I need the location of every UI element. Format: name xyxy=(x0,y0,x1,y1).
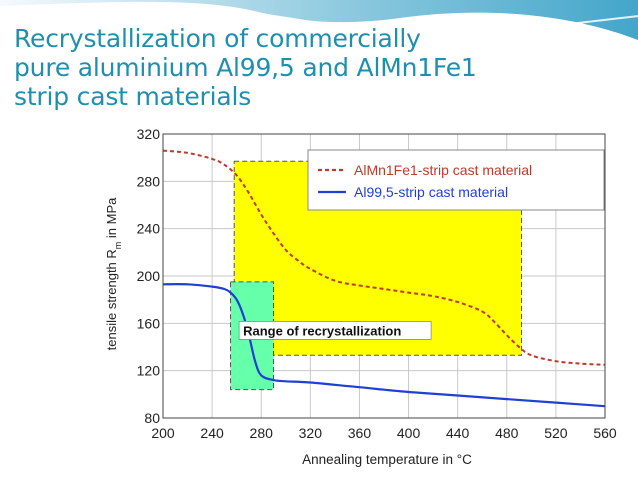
slide-title-line-3: strip cast materials xyxy=(14,82,252,111)
x-tick-label-6: 440 xyxy=(446,425,470,441)
y-tick-label-0: 80 xyxy=(144,410,160,426)
chart-series xyxy=(162,149,606,408)
y-tick-label-1: 120 xyxy=(137,363,161,379)
x-tick-label-9: 560 xyxy=(593,425,617,441)
x-tick-label-0: 200 xyxy=(151,425,175,441)
plot-frame xyxy=(162,133,606,419)
x-tick-label-4: 360 xyxy=(348,425,372,441)
y-tick-label-3: 200 xyxy=(137,268,161,284)
y-tick-label-5: 280 xyxy=(137,173,161,189)
chart-axes: 200 240 280 320 360 400 440 480 520 560 80 120 160 20… xyxy=(137,126,617,441)
slide-title-line-1: Recrystallization of commercially xyxy=(14,24,421,53)
annotation-box-2 xyxy=(238,321,432,340)
y-tick-label-4: 240 xyxy=(137,221,161,237)
x-axis-label: Annealing temperature in °C xyxy=(302,452,472,467)
x-tick-label-2: 280 xyxy=(250,425,274,441)
legend-label-1: Al99,5-strip cast material xyxy=(354,184,508,200)
y-axis-label: tensile strength Rm in MPa xyxy=(104,197,123,351)
x-tick-label-7: 480 xyxy=(495,425,519,441)
y-tick-label-6: 320 xyxy=(137,126,161,142)
legend-label-0: AlMn1Fe1-strip cast material xyxy=(354,162,532,178)
slide-title-line-2: pure aluminium Al99,5 and AlMn1Fe1 xyxy=(14,53,477,82)
legend-box xyxy=(307,149,605,211)
y-tick-label-2: 160 xyxy=(137,315,161,331)
header-wave-decoration xyxy=(0,0,638,40)
x-tick-label-8: 520 xyxy=(544,425,568,441)
x-tick-label-3: 320 xyxy=(299,425,323,441)
series-line-1 xyxy=(162,283,606,408)
x-tick-label-1: 240 xyxy=(200,425,224,441)
annotation-text-2: Range of recrystallization xyxy=(243,323,401,338)
series-line-0 xyxy=(162,149,606,366)
slide-title: Recrystallization of commercially pure a… xyxy=(14,24,624,111)
chart-legend: AlMn1Fe1-strip cast material Al99,5-strip… xyxy=(307,149,605,211)
x-tick-label-5: 400 xyxy=(397,425,421,441)
chart-labels: Annealing temperature in °C tensile stren… xyxy=(104,197,472,467)
